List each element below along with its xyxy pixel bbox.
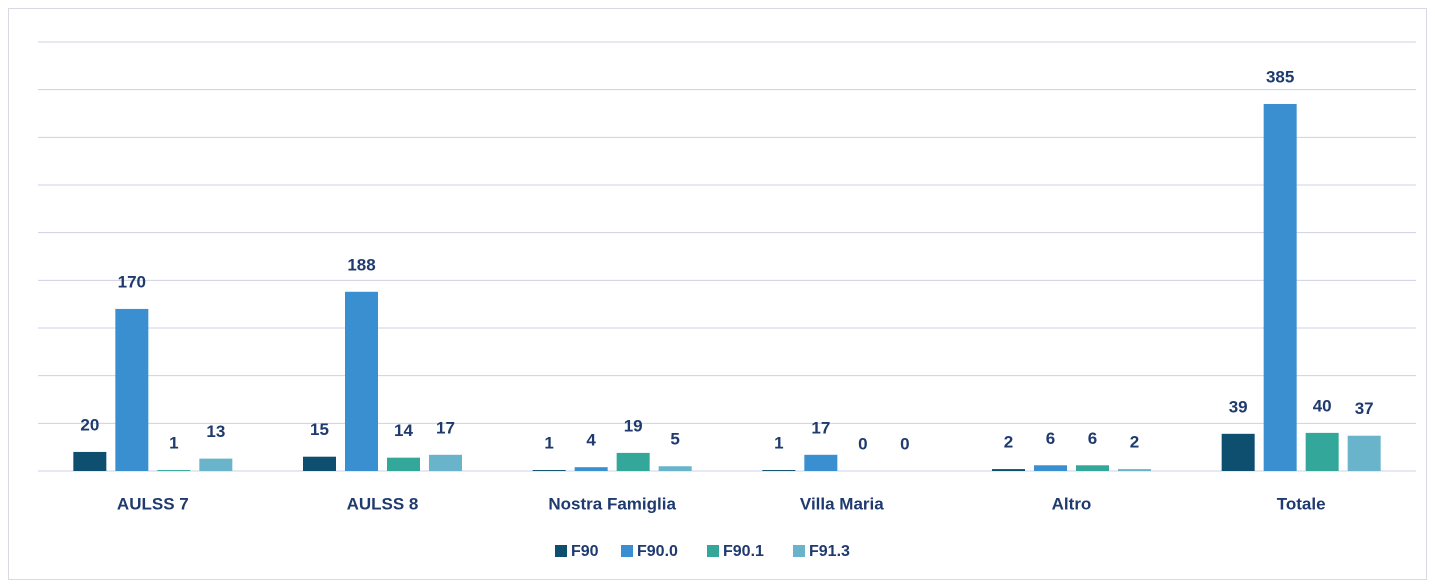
value-label: 13 — [206, 422, 225, 441]
value-label: 6 — [1088, 429, 1097, 448]
value-label: 1 — [774, 434, 783, 453]
legend-label: F90 — [571, 543, 599, 560]
legend-swatch — [707, 545, 719, 557]
bar — [1076, 465, 1109, 471]
value-label: 19 — [624, 416, 643, 435]
legend-label: F91.3 — [809, 543, 850, 560]
bar — [1221, 433, 1255, 471]
bar — [1034, 465, 1067, 471]
x-tick-label: AULSS 7 — [117, 494, 189, 513]
bar — [73, 451, 107, 471]
bar — [616, 452, 650, 471]
x-tick-label: Nostra Famiglia — [548, 494, 676, 513]
value-label: 39 — [1229, 397, 1248, 416]
bar — [115, 308, 149, 471]
bar — [1305, 432, 1339, 471]
value-label: 188 — [347, 255, 375, 274]
value-label: 1 — [169, 434, 178, 453]
legend-swatch — [555, 545, 567, 557]
bar — [199, 458, 233, 471]
bar — [804, 454, 838, 471]
x-tick-label: Totale — [1277, 494, 1326, 513]
value-label: 0 — [900, 434, 909, 453]
bar — [1347, 435, 1381, 471]
value-label: 1 — [544, 434, 553, 453]
value-label: 0 — [858, 434, 867, 453]
value-label: 15 — [310, 420, 329, 439]
legend-label: F90.0 — [637, 543, 678, 560]
bar — [574, 467, 608, 471]
chart-frame — [8, 8, 1427, 580]
bar — [992, 469, 1025, 471]
x-tick-label: AULSS 8 — [347, 494, 419, 513]
value-label: 4 — [586, 431, 596, 450]
bar — [303, 456, 336, 471]
bar — [429, 454, 462, 471]
legend-swatch — [793, 545, 805, 557]
bar — [532, 470, 566, 471]
bar — [1118, 469, 1151, 471]
bar — [387, 457, 420, 471]
value-label: 170 — [118, 272, 146, 291]
value-label: 6 — [1046, 429, 1055, 448]
value-label: 2 — [1004, 433, 1013, 452]
value-label: 385 — [1266, 67, 1294, 86]
bar — [1263, 103, 1297, 471]
bar — [658, 466, 692, 471]
x-tick-label: Altro — [1052, 494, 1092, 513]
value-label: 2 — [1130, 433, 1139, 452]
value-label: 17 — [436, 418, 455, 437]
value-label: 17 — [811, 418, 830, 437]
x-tick-label: Villa Maria — [800, 494, 884, 513]
value-label: 20 — [80, 415, 99, 434]
bar — [345, 291, 378, 471]
legend-swatch — [621, 545, 633, 557]
value-label: 5 — [670, 430, 679, 449]
value-label: 37 — [1355, 399, 1374, 418]
bar — [762, 470, 796, 471]
value-label: 40 — [1313, 396, 1332, 415]
value-label: 14 — [394, 421, 413, 440]
legend-label: F90.1 — [723, 543, 764, 560]
bar — [157, 470, 191, 471]
